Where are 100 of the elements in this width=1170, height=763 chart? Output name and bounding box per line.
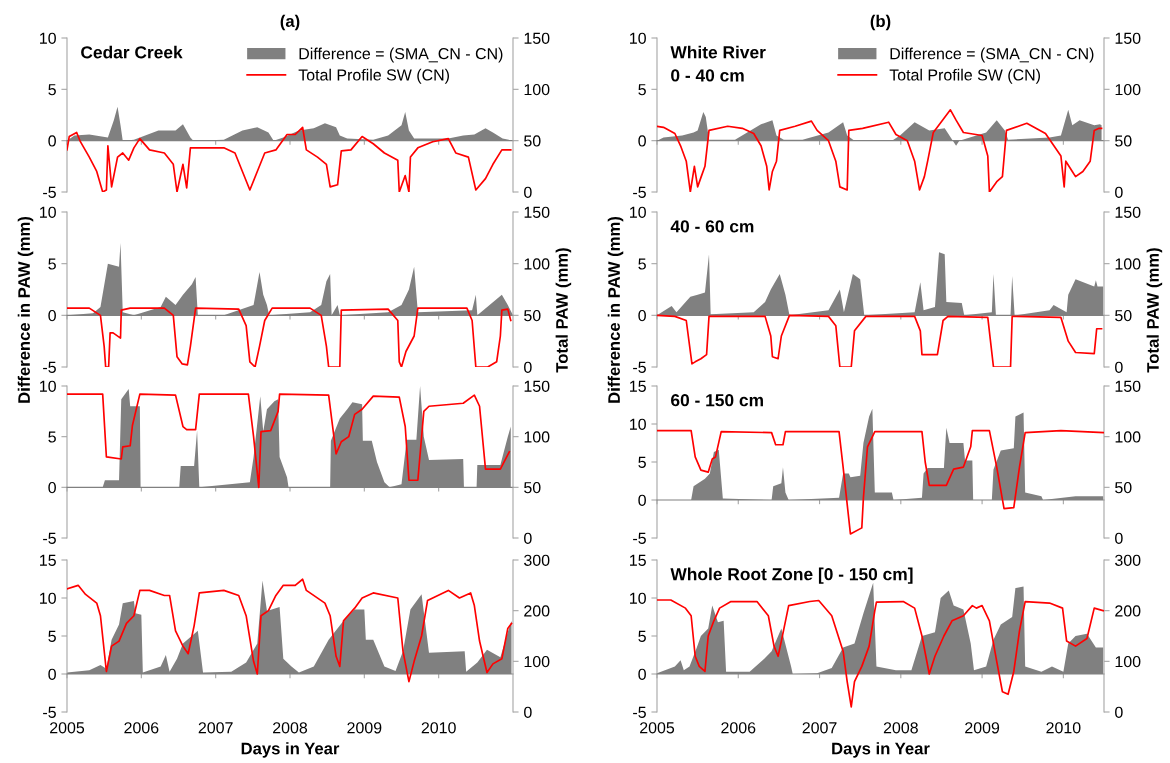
y-tick-label: 10 xyxy=(40,380,56,392)
y-tick-label: 15 xyxy=(630,380,646,392)
legend-label: Total Profile SW (CN) xyxy=(889,68,1040,84)
y2-tick-label: 50 xyxy=(524,309,541,322)
y-tick-label: 5 xyxy=(638,456,646,468)
y2-tick-label: 50 xyxy=(524,135,541,147)
annotation: 60 - 150 cm xyxy=(671,394,763,407)
x-tick-label: 2010 xyxy=(421,722,456,734)
y2-tick-label: 50 xyxy=(1115,481,1132,494)
x-tick-label: 2007 xyxy=(198,722,233,734)
line-series xyxy=(657,599,1104,708)
y2-axis-title: Total PAW (mm) xyxy=(1146,248,1163,373)
legend-label: Total Profile SW (CN) xyxy=(298,68,449,84)
y-tick-label: -5 xyxy=(633,186,646,198)
x-tick-label: 2009 xyxy=(965,722,1000,734)
y2-tick-label: 100 xyxy=(1115,655,1141,668)
y-tick-label: -5 xyxy=(43,532,56,544)
annotation: 0 - 40 cm xyxy=(671,69,744,82)
line-series xyxy=(657,109,1103,192)
y-tick-label: 15 xyxy=(630,554,646,566)
chart-title: (b) xyxy=(870,14,891,31)
x-tick-label: 2006 xyxy=(721,722,756,734)
annotation: White River xyxy=(670,45,766,59)
y-tick-label: 5 xyxy=(638,84,646,96)
y2-tick-label: 150 xyxy=(524,206,550,218)
y-tick-label: -5 xyxy=(43,361,56,373)
y2-tick-label: 50 xyxy=(1115,135,1132,147)
x-tick-label: 2007 xyxy=(802,722,837,734)
annotation: 40 - 60 cm xyxy=(670,220,754,233)
y2-tick-label: 200 xyxy=(524,605,550,617)
x-axis-title: Days in Year xyxy=(832,742,930,758)
y-tick-label: 0 xyxy=(638,135,646,147)
y2-tick-label: 0 xyxy=(1115,706,1123,718)
y2-tick-label: 300 xyxy=(1115,554,1141,566)
y-axis-title: Difference in PAW (mm) xyxy=(17,216,34,403)
y2-tick-label: 0 xyxy=(524,532,532,544)
y-tick-label: 5 xyxy=(638,630,646,642)
y2-axis-title: Total PAW (mm) xyxy=(555,248,572,373)
x-tick-label: 2009 xyxy=(347,722,382,734)
y2-tick-label: 100 xyxy=(1115,83,1141,96)
y2-tick-label: 0 xyxy=(524,706,532,718)
x-tick-label: 2008 xyxy=(883,722,918,734)
y-tick-label: -5 xyxy=(633,361,646,373)
y2-tick-label: 0 xyxy=(524,361,532,373)
y-tick-label: 5 xyxy=(48,84,56,96)
y-tick-label: 0 xyxy=(48,668,56,680)
line-series xyxy=(657,314,1103,367)
y-tick-label: -5 xyxy=(43,186,56,198)
line-series xyxy=(67,126,512,192)
legend-label: Difference = (SMA_CN - CN) xyxy=(890,47,1094,63)
y2-tick-label: 150 xyxy=(1115,380,1141,392)
y-tick-label: 0 xyxy=(638,309,646,322)
y-tick-label: -5 xyxy=(43,706,56,718)
y2-tick-label: 150 xyxy=(1115,32,1141,44)
y-tick-label: 5 xyxy=(48,431,56,443)
y2-tick-label: 100 xyxy=(1115,431,1141,443)
line-series xyxy=(67,307,512,367)
y-tick-label: 0 xyxy=(638,494,646,506)
y2-tick-label: 100 xyxy=(1115,258,1141,270)
y-axis-title: Difference in PAW (mm) xyxy=(607,216,624,403)
y2-tick-label: 50 xyxy=(1115,309,1132,322)
y2-tick-label: 100 xyxy=(524,655,550,668)
y-tick-label: 10 xyxy=(630,592,646,604)
y2-tick-label: 200 xyxy=(1115,605,1141,617)
x-tick-label: 2005 xyxy=(50,722,85,734)
annotation: Whole Root Zone [0 - 150 cm] xyxy=(670,567,913,584)
legend-label: Difference = (SMA_CN - CN) xyxy=(299,47,503,63)
y2-tick-label: 300 xyxy=(524,554,550,566)
y2-tick-label: 50 xyxy=(524,481,541,494)
y-tick-label: -5 xyxy=(633,532,646,544)
line-series xyxy=(657,429,1104,535)
y-tick-label: 0 xyxy=(48,309,56,322)
y2-tick-label: 150 xyxy=(524,380,550,392)
x-tick-label: 2010 xyxy=(1046,722,1081,734)
y2-tick-label: 100 xyxy=(524,431,550,443)
annotation: Cedar Creek xyxy=(81,45,183,59)
y-tick-label: 10 xyxy=(40,592,56,604)
y2-tick-label: 150 xyxy=(524,32,550,44)
y-tick-label: 0 xyxy=(48,481,56,494)
y2-tick-label: 0 xyxy=(524,186,532,198)
x-tick-label: 2008 xyxy=(273,722,308,734)
y2-tick-label: 0 xyxy=(1115,532,1123,544)
y-tick-label: 10 xyxy=(40,206,56,218)
y-tick-label: 5 xyxy=(48,630,56,642)
y2-tick-label: 0 xyxy=(1115,186,1123,198)
x-tick-label: 2006 xyxy=(124,722,159,734)
y-tick-label: 15 xyxy=(40,554,56,566)
x-axis-title: Days in Year xyxy=(241,742,340,758)
y2-tick-label: 150 xyxy=(1115,206,1141,218)
y-tick-label: 0 xyxy=(638,668,646,680)
y-tick-label: 5 xyxy=(48,258,56,270)
y-tick-label: 10 xyxy=(630,206,646,218)
y-tick-label: 0 xyxy=(48,135,56,147)
y-tick-label: 10 xyxy=(630,32,646,44)
y-tick-label: 10 xyxy=(630,418,646,430)
y-tick-label: -5 xyxy=(633,706,646,718)
y2-tick-label: 100 xyxy=(524,258,550,270)
y-tick-label: 5 xyxy=(638,258,646,270)
y2-tick-label: 0 xyxy=(1115,361,1123,373)
y-tick-label: 10 xyxy=(40,32,56,44)
